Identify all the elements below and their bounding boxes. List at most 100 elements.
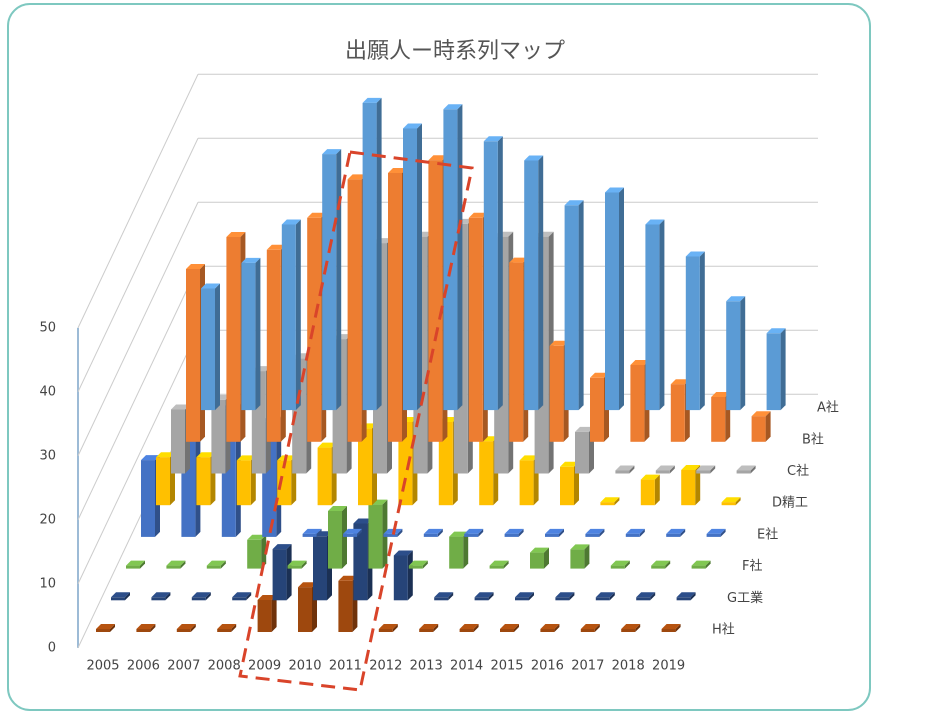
bar — [266, 249, 281, 442]
bar-side — [110, 624, 115, 632]
bar-side — [503, 560, 509, 569]
bar-side — [594, 624, 600, 632]
x-tick-label: 2010 — [288, 659, 321, 674]
bar — [298, 587, 312, 632]
bar — [438, 422, 453, 506]
bar — [428, 160, 443, 442]
bar — [383, 533, 398, 537]
bar-side — [669, 465, 675, 474]
bar-top — [681, 465, 701, 470]
bar-top — [338, 575, 358, 581]
series-label: G工業 — [727, 590, 763, 606]
bar-side — [463, 531, 469, 569]
bar — [151, 597, 166, 601]
x-tick-label: 2008 — [208, 659, 241, 674]
bar — [515, 597, 529, 601]
bar — [479, 441, 494, 506]
bar-side — [488, 592, 494, 601]
bar — [186, 269, 200, 442]
bar — [585, 533, 600, 537]
bar-side — [417, 123, 422, 411]
bar-side — [422, 560, 428, 569]
bar-side — [569, 592, 575, 601]
bar-side — [690, 592, 696, 601]
bar-top — [545, 528, 564, 534]
bar — [156, 457, 170, 506]
series-label: D精工 — [772, 496, 808, 511]
bar — [232, 597, 247, 601]
bar — [489, 565, 504, 569]
bar — [272, 549, 287, 601]
bar — [590, 377, 604, 442]
bar-side — [650, 592, 656, 601]
bar — [595, 597, 610, 601]
bar — [368, 504, 383, 569]
bar — [257, 600, 272, 632]
bar-top — [661, 624, 681, 629]
bar-top — [434, 592, 454, 598]
bar-side — [140, 560, 145, 569]
grid-line — [77, 202, 199, 457]
x-tick-label: 2005 — [86, 659, 119, 674]
bar — [610, 565, 625, 569]
bar — [474, 597, 489, 601]
series-label: B社 — [802, 431, 824, 447]
bar-side — [478, 528, 484, 537]
bar-top — [524, 155, 544, 161]
bar — [241, 262, 256, 411]
series-label: C社 — [787, 463, 809, 479]
bar — [570, 549, 585, 569]
bar-top — [307, 212, 327, 218]
bar-side — [150, 624, 156, 632]
bar-top — [191, 592, 211, 598]
series-label: A社 — [817, 400, 839, 416]
bar-side — [710, 465, 716, 474]
bar-top — [468, 212, 488, 218]
bar-side — [544, 547, 549, 569]
bar-top — [711, 392, 731, 397]
bar — [196, 457, 211, 506]
bar-top — [549, 340, 569, 346]
x-tick-label: 2016 — [531, 659, 564, 674]
bar-side — [750, 465, 756, 474]
bar — [630, 365, 645, 442]
bar — [509, 262, 524, 442]
bar — [302, 533, 317, 537]
bar-side — [614, 497, 620, 506]
bar — [751, 416, 766, 442]
bar — [661, 629, 676, 632]
bar — [625, 533, 640, 537]
bar-side — [609, 592, 615, 601]
grid-line — [77, 74, 199, 329]
bar-top — [378, 624, 398, 629]
bar-top — [636, 592, 656, 598]
bar-top — [247, 534, 267, 540]
bar — [96, 629, 110, 632]
bar-top — [298, 582, 317, 588]
bar-side — [497, 136, 503, 411]
bar-side — [705, 560, 711, 569]
bar — [358, 428, 372, 506]
bar-top — [504, 528, 524, 534]
bar — [736, 470, 751, 474]
x-tick-label: 2013 — [410, 659, 443, 674]
bar-side — [654, 474, 660, 506]
bar-top — [483, 136, 503, 142]
x-tick-label: 2015 — [490, 659, 523, 674]
bar — [313, 536, 327, 601]
bar-side — [220, 560, 226, 569]
bar — [615, 470, 630, 474]
bar-top — [474, 592, 494, 598]
bar — [419, 629, 434, 632]
bar-top — [621, 624, 641, 629]
bar-top — [676, 592, 696, 598]
bar-side — [271, 595, 277, 632]
bar-top — [196, 452, 216, 458]
y-tick-label: 0 — [48, 640, 56, 655]
bar-side — [578, 200, 584, 411]
grid-line — [77, 138, 199, 393]
bar-top — [322, 149, 342, 155]
bar-side — [205, 592, 211, 601]
bar-top — [564, 200, 584, 206]
